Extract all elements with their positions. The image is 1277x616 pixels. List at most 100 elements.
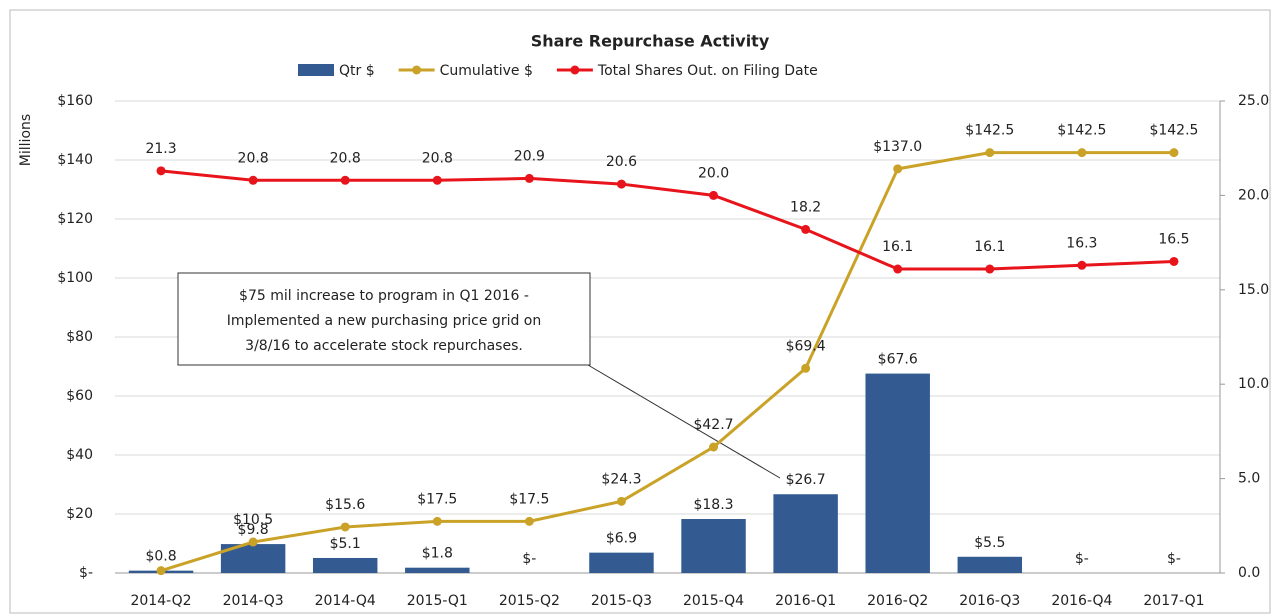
y-tick-label: $- xyxy=(79,565,93,581)
x-tick-label: 2014-Q3 xyxy=(223,593,284,609)
y-tick-label: $60 xyxy=(66,388,93,404)
line-value-label: $17.5 xyxy=(417,491,457,507)
x-tick-label: 2017-Q1 xyxy=(1143,593,1204,609)
point xyxy=(985,264,995,274)
line-value-label: 16.1 xyxy=(882,239,913,255)
point xyxy=(801,224,811,234)
line-value-label: 18.2 xyxy=(790,199,821,215)
line-value-label: $24.3 xyxy=(601,471,641,487)
bar-value-label: $6.9 xyxy=(606,531,637,547)
point xyxy=(616,496,626,506)
legend-swatch xyxy=(298,64,334,76)
bar-value-label: $1.8 xyxy=(422,546,453,562)
x-tick-label: 2014-Q2 xyxy=(130,593,191,609)
y2-tick-label: 20.0 xyxy=(1238,187,1269,203)
bar-value-label: $5.1 xyxy=(330,536,361,552)
y-axis-label: Millions xyxy=(18,114,34,166)
y-tick-label: $40 xyxy=(66,447,93,463)
point xyxy=(524,516,534,526)
bar xyxy=(957,556,1023,573)
line-value-label: 20.8 xyxy=(422,150,453,166)
line-value-label: $10.5 xyxy=(233,512,273,528)
line-value-label: $142.5 xyxy=(1149,123,1198,139)
point xyxy=(709,442,719,452)
y2-tick-label: 10.0 xyxy=(1238,376,1269,392)
line-value-label: 16.3 xyxy=(1066,235,1097,251)
y-tick-label: $140 xyxy=(57,152,93,168)
y2-tick-label: 0.0 xyxy=(1238,565,1260,581)
legend-label: Qtr $ xyxy=(339,63,375,79)
point xyxy=(1169,148,1179,158)
line-value-label: 16.1 xyxy=(974,239,1005,255)
point xyxy=(801,363,811,373)
line-value-label: $15.6 xyxy=(325,497,365,513)
annotation-line: 3/8/16 to accelerate stock repurchases. xyxy=(245,338,523,354)
bar xyxy=(405,567,470,573)
x-tick-label: 2016-Q1 xyxy=(775,593,836,609)
line-value-label: $17.5 xyxy=(509,491,549,507)
point xyxy=(1169,256,1179,266)
bar-value-label: $5.5 xyxy=(974,535,1005,551)
point xyxy=(893,164,903,174)
point xyxy=(524,173,534,183)
point xyxy=(985,148,995,158)
x-tick-label: 2016-Q2 xyxy=(867,593,928,609)
bar-value-label: $- xyxy=(1075,551,1089,567)
x-tick-label: 2015-Q1 xyxy=(407,593,468,609)
bar xyxy=(865,373,930,573)
bar xyxy=(312,557,378,573)
line-value-label: $142.5 xyxy=(1057,123,1106,139)
x-tick-label: 2015-Q4 xyxy=(683,593,744,609)
line-value-label: 20.8 xyxy=(238,150,269,166)
point xyxy=(248,175,258,185)
annotation-line: $75 mil increase to program in Q1 2016 - xyxy=(239,288,529,304)
leader-line xyxy=(587,364,781,479)
bar-value-label: $26.7 xyxy=(786,472,826,488)
line-value-label: $42.7 xyxy=(693,417,733,433)
point xyxy=(893,264,903,274)
y2-tick-label: 15.0 xyxy=(1238,282,1269,298)
point xyxy=(1077,148,1087,158)
line-value-label: $69.4 xyxy=(786,338,826,354)
point xyxy=(156,166,166,176)
y-tick-label: $160 xyxy=(57,93,93,109)
x-tick-label: 2015-Q3 xyxy=(591,593,652,609)
line-value-label: 20.8 xyxy=(330,150,361,166)
line-value-label: 16.5 xyxy=(1158,231,1189,247)
chart-title: Share Repurchase Activity xyxy=(531,32,770,51)
point xyxy=(156,566,166,576)
line-value-label: 21.3 xyxy=(145,141,176,157)
line-value-label: 20.9 xyxy=(514,148,545,164)
line xyxy=(160,151,1174,573)
bar-value-label: $9.8 xyxy=(238,522,269,538)
point xyxy=(432,175,442,185)
bar xyxy=(589,552,654,573)
y-tick-label: $80 xyxy=(66,329,93,345)
legend-label: Cumulative $ xyxy=(440,63,533,79)
legend-swatch xyxy=(412,65,422,75)
bar-value-label: $0.8 xyxy=(145,549,176,565)
line-value-label: 20.6 xyxy=(606,154,637,170)
bar-value-label: $18.3 xyxy=(693,497,733,513)
point xyxy=(340,522,350,532)
line-value-label: $137.0 xyxy=(873,139,922,155)
bar-value-label: $- xyxy=(1167,551,1181,567)
y2-tick-label: 25.0 xyxy=(1238,93,1269,109)
annotation-line: Implemented a new purchasing price grid … xyxy=(227,313,542,329)
y2-tick-label: 5.0 xyxy=(1238,471,1260,487)
legend-label: Total Shares Out. on Filing Date xyxy=(597,63,818,79)
y-tick-label: $20 xyxy=(66,506,93,522)
x-tick-label: 2016-Q3 xyxy=(959,593,1020,609)
x-tick-label: 2014-Q4 xyxy=(315,593,376,609)
annotation: $75 mil increase to program in Q1 2016 -… xyxy=(177,272,781,479)
point xyxy=(709,190,719,200)
point xyxy=(248,537,258,547)
bar xyxy=(773,494,838,573)
legend-swatch xyxy=(570,65,580,75)
bar-value-label: $67.6 xyxy=(878,352,918,368)
point xyxy=(616,179,626,189)
line xyxy=(160,169,1175,271)
point xyxy=(340,175,350,185)
line-value-label: $142.5 xyxy=(965,123,1014,139)
